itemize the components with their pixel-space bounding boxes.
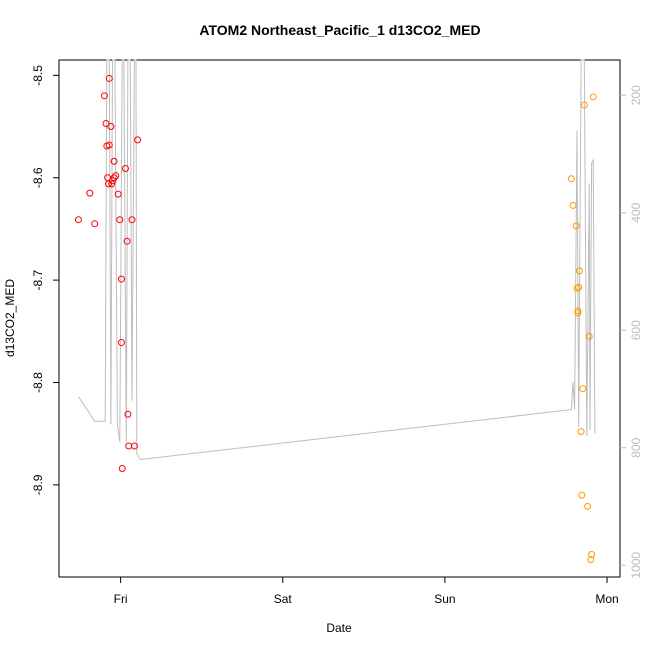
secondary-y-axis: 200 400 600 800 1000: [620, 85, 643, 579]
red-data-point: [123, 237, 131, 245]
orange-data-point: [573, 284, 581, 292]
red-data-point: [121, 165, 129, 173]
x-tick-label: Mon: [595, 592, 618, 606]
y-tick-label: -8.6: [31, 167, 45, 188]
red-data-point: [110, 174, 118, 182]
orange-data-point: [574, 309, 582, 317]
red-data-point: [108, 180, 116, 188]
red-data-point: [134, 136, 142, 144]
orange-data-point: [575, 267, 583, 275]
red-data-point: [102, 119, 110, 127]
red-data-point: [105, 74, 113, 82]
orange-data-point: [580, 101, 588, 109]
orange-data-point: [572, 222, 580, 230]
x-tick-label: Sat: [274, 592, 293, 606]
orange-data-point: [579, 385, 587, 393]
red-data-point: [105, 141, 113, 149]
orange-data-point: [587, 556, 595, 564]
plot-frame: [58, 59, 621, 578]
orange-data-point: [589, 93, 597, 101]
red-data-point: [117, 275, 125, 283]
y2-tick-label: 200: [629, 85, 643, 105]
y2-tick-label: 800: [629, 437, 643, 457]
orange-data-point: [575, 283, 583, 291]
red-data-point: [128, 216, 136, 224]
red-data-point: [116, 216, 124, 224]
orange-data-point: [584, 502, 592, 510]
y2-tick-label: 600: [629, 320, 643, 340]
red-data-point: [74, 216, 82, 224]
red-data-point: [124, 410, 132, 418]
orange-data-point: [567, 175, 575, 183]
red-data-point: [117, 339, 125, 347]
red-data-point: [107, 123, 115, 131]
orange-data-point: [585, 332, 593, 340]
x-axis: Fri Sat Sun Mon: [114, 577, 619, 606]
orange-data-point: [577, 428, 585, 436]
red-data-point: [112, 172, 120, 180]
y-tick-label: -8.8: [31, 372, 45, 393]
x-axis-label: Date: [326, 621, 352, 635]
points-layer: [74, 74, 597, 564]
chart-title: ATOM2 Northeast_Pacific_1 d13CO2_MED: [199, 22, 480, 38]
y2-tick-label: 1000: [629, 552, 643, 579]
red-data-point: [100, 92, 108, 100]
red-data-point: [125, 442, 133, 450]
secondary-line-layer: [78, 59, 596, 461]
orange-data-point: [569, 201, 577, 209]
y-tick-label: -8.5: [31, 65, 45, 86]
y-tick-label: -8.7: [31, 269, 45, 290]
x-tick-label: Fri: [114, 592, 128, 606]
red-data-point: [86, 189, 94, 197]
orange-data-point: [574, 307, 582, 315]
orange-data-point: [578, 491, 586, 499]
secondary-series-line: [78, 59, 596, 461]
x-tick-label: Sun: [434, 592, 455, 606]
y-axis-label: d13CO2_MED: [3, 279, 17, 357]
y2-tick-label: 400: [629, 202, 643, 222]
y-tick-label: -8.9: [31, 474, 45, 495]
red-data-point: [110, 157, 118, 165]
red-data-point: [114, 190, 122, 198]
red-data-point: [91, 220, 99, 228]
red-data-point: [130, 442, 138, 450]
y-axis: -8.5 -8.6 -8.7 -8.8 -8.9: [31, 65, 59, 495]
orange-data-point: [588, 550, 596, 558]
red-data-point: [118, 464, 126, 472]
